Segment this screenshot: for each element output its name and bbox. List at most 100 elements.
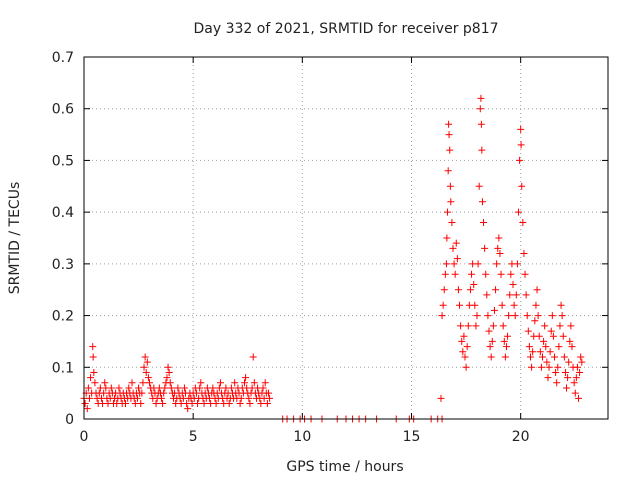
data-point	[128, 379, 136, 387]
data-point	[507, 270, 515, 278]
data-point	[445, 120, 453, 128]
data-point	[236, 399, 244, 407]
data-point	[568, 343, 576, 351]
data-point	[200, 399, 208, 407]
data-point	[575, 394, 583, 402]
data-point	[245, 394, 253, 402]
data-point	[163, 374, 171, 382]
data-point	[478, 198, 486, 206]
data-point	[551, 353, 559, 361]
data-point	[441, 270, 449, 278]
data-point	[534, 312, 542, 320]
data-point	[439, 301, 447, 309]
data-point	[525, 343, 533, 351]
data-point	[493, 260, 501, 268]
data-point	[115, 384, 123, 392]
data-point	[547, 327, 555, 335]
data-point	[501, 353, 509, 361]
data-point	[81, 399, 89, 407]
data-point	[531, 317, 539, 325]
data-point	[257, 399, 265, 407]
data-point	[536, 348, 544, 356]
data-point	[541, 322, 549, 330]
data-point	[520, 250, 528, 258]
data-point	[215, 384, 223, 392]
data-point	[240, 379, 248, 387]
data-point	[216, 379, 224, 387]
data-point	[164, 363, 172, 371]
data-point	[552, 368, 560, 376]
data-point	[477, 120, 485, 128]
data-point	[576, 368, 584, 376]
data-point	[546, 348, 554, 356]
data-point	[159, 399, 167, 407]
data-point	[261, 379, 269, 387]
data-point	[519, 218, 527, 226]
data-point	[84, 384, 92, 392]
data-point	[460, 332, 468, 340]
data-point	[146, 379, 153, 387]
x-tick-label: 10	[293, 429, 311, 445]
y-tick-label: 0.5	[52, 153, 74, 169]
x-tick-label: 5	[189, 429, 198, 445]
data-point	[500, 337, 508, 345]
data-point	[449, 244, 457, 252]
data-point	[489, 322, 497, 330]
data-point	[442, 260, 450, 268]
data-point	[484, 312, 492, 320]
data-point	[486, 343, 494, 351]
data-point	[89, 353, 97, 361]
data-point	[535, 332, 543, 340]
data-point	[101, 379, 109, 387]
data-point	[212, 399, 220, 407]
y-tick-label: 0.1	[52, 360, 74, 376]
data-point	[513, 260, 521, 268]
data-point	[558, 312, 566, 320]
data-point	[490, 306, 498, 314]
y-tick-label: 0.7	[52, 50, 74, 66]
data-point	[137, 399, 145, 407]
data-point	[140, 363, 148, 371]
data-point	[495, 234, 503, 242]
data-point	[553, 379, 561, 387]
data-point	[448, 218, 456, 226]
data-point	[227, 384, 235, 392]
data-point	[474, 260, 482, 268]
data-point	[517, 125, 525, 133]
data-point	[510, 301, 518, 309]
data-point	[518, 182, 526, 190]
data-point	[544, 374, 552, 382]
data-point	[516, 156, 524, 164]
data-point	[466, 286, 474, 294]
data-point	[250, 379, 258, 387]
data-point	[564, 374, 572, 382]
data-point	[167, 384, 175, 392]
data-point	[532, 301, 540, 309]
data-point	[259, 384, 267, 392]
data-point	[561, 368, 569, 376]
data-point	[246, 399, 254, 407]
grid	[84, 57, 608, 419]
data-point	[566, 337, 574, 345]
data-point	[249, 353, 257, 361]
data-point	[488, 337, 496, 345]
data-point	[517, 141, 525, 149]
data-point	[444, 208, 452, 216]
data-point	[446, 146, 454, 154]
data-point	[554, 363, 562, 371]
data-point	[543, 358, 551, 366]
data-point	[456, 301, 464, 309]
data-point	[174, 384, 182, 392]
data-point	[451, 270, 459, 278]
data-point	[526, 353, 534, 361]
data-point	[91, 379, 99, 387]
data-point	[194, 399, 202, 407]
data-point	[529, 348, 537, 356]
data-point	[437, 394, 445, 402]
data-point	[161, 384, 169, 392]
x-axis-label: GPS time / hours	[286, 459, 403, 475]
data-point	[475, 182, 483, 190]
data-point	[481, 244, 489, 252]
data-point	[452, 239, 460, 247]
